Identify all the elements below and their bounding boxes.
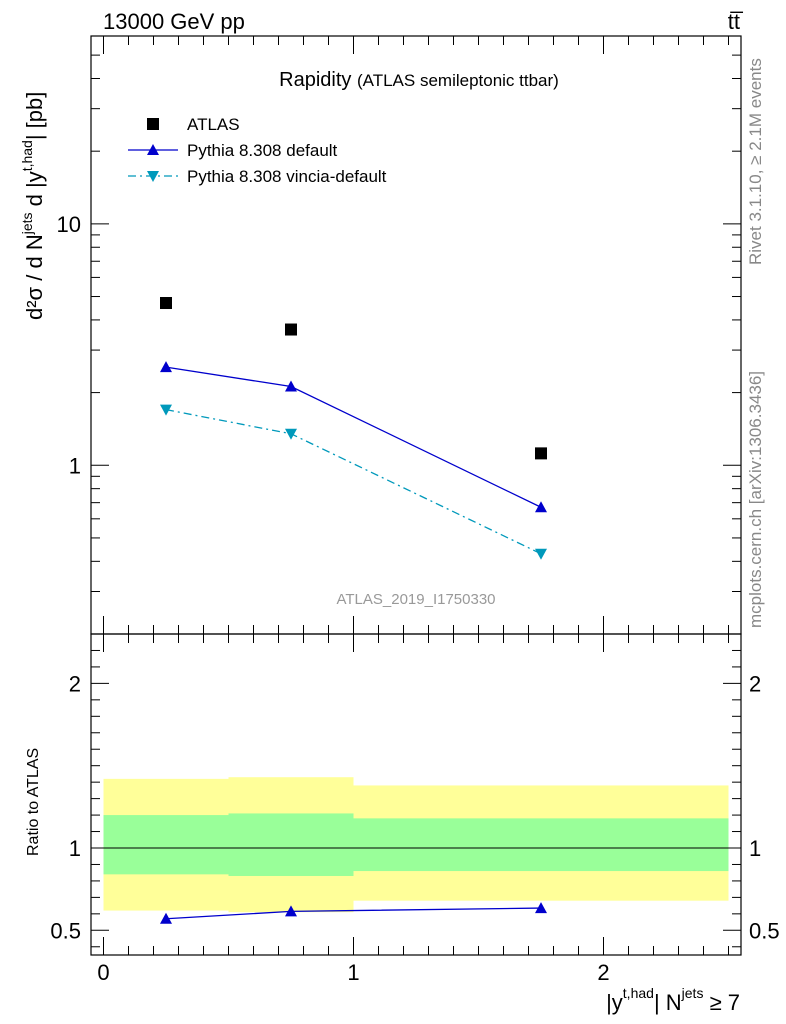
- legend-marker-1: [147, 144, 159, 155]
- ratio-panel: 0.5 0.5 1 1 2 2 0 1 2 Ratio to ATLAS |yt,had| Nj…: [25, 633, 780, 1015]
- data-point-2-2: [535, 548, 547, 560]
- data-point-2-1: [285, 428, 297, 440]
- green-band-0: [103, 815, 229, 875]
- data-point-1-0: [160, 361, 172, 373]
- plot-title: Rapidity (ATLAS semileptonic ttbar): [279, 69, 559, 91]
- ratio-y-tick-label-right: 0.5: [749, 918, 780, 943]
- analysis-id: ATLAS_2019_I1750330: [336, 591, 495, 608]
- ratio-ticks: 0.5 0.5 1 1 2 2 0 1 2: [50, 633, 780, 985]
- process-label: tt̅: [728, 9, 744, 34]
- ratio-bands: [103, 777, 729, 913]
- series-line-1: [165, 366, 542, 508]
- ratio-frame: [90, 633, 742, 956]
- ratio-y-tick-label-right: 2: [749, 671, 761, 696]
- data-point-0-1: [285, 323, 297, 336]
- data-point-2-0: [160, 404, 172, 416]
- legend-marker-2: [147, 171, 159, 182]
- rivet-label: Rivet 3.1.10, ≥ 2.1M events: [746, 58, 765, 265]
- ratio-y-tick-label-right: 1: [749, 836, 761, 861]
- data-point-0-0: [160, 297, 172, 310]
- x-tick-label: 2: [597, 960, 609, 985]
- green-band-1: [228, 813, 354, 876]
- main-y-tick-label: 1: [69, 453, 81, 478]
- series-line-2: [165, 408, 542, 555]
- data-point-1-2: [535, 501, 547, 513]
- ratio-y-tick-label-left: 0.5: [50, 918, 81, 943]
- ratio-point-0-0: [160, 912, 172, 924]
- legend: ATLAS Pythia 8.308 default Pythia 8.308 vi…: [128, 115, 387, 186]
- legend-label-2: Pythia 8.308 vincia-default: [187, 167, 387, 186]
- ratio-point-0-1: [285, 905, 297, 917]
- ratio-point-0-2: [535, 902, 547, 914]
- legend-label-1: Pythia 8.308 default: [187, 141, 338, 160]
- main-series: [160, 297, 547, 560]
- legend-marker-0: [147, 118, 159, 130]
- x-tick-label: 1: [347, 960, 359, 985]
- green-band-2: [353, 818, 729, 872]
- ratio-series: [160, 902, 547, 924]
- data-point-1-1: [285, 380, 297, 392]
- ratio-y-tick-label-left: 1: [69, 836, 81, 861]
- main-ticks: 1 10: [57, 35, 742, 635]
- mcplots-label: mcplots.cern.ch [arXiv:1306.3436]: [746, 371, 765, 628]
- main-y-axis-label: d²σ / d Njets d |yt,had| [pb]: [19, 92, 47, 320]
- main-y-tick-label: 10: [57, 212, 81, 237]
- data-point-0-2: [535, 447, 547, 460]
- x-tick-label: 0: [97, 960, 109, 985]
- main-panel: 110 Rapidity (ATLAS semileptonic ttbar) …: [19, 35, 742, 635]
- legend-label-0: ATLAS: [187, 115, 240, 134]
- ratio-y-tick-label-left: 2: [69, 671, 81, 696]
- energy-label: 13000 GeV pp: [103, 9, 245, 34]
- ratio-y-axis-label: Ratio to ATLAS: [25, 748, 42, 856]
- x-axis-label: |yt,had| Njets ≥ 7: [606, 985, 740, 1015]
